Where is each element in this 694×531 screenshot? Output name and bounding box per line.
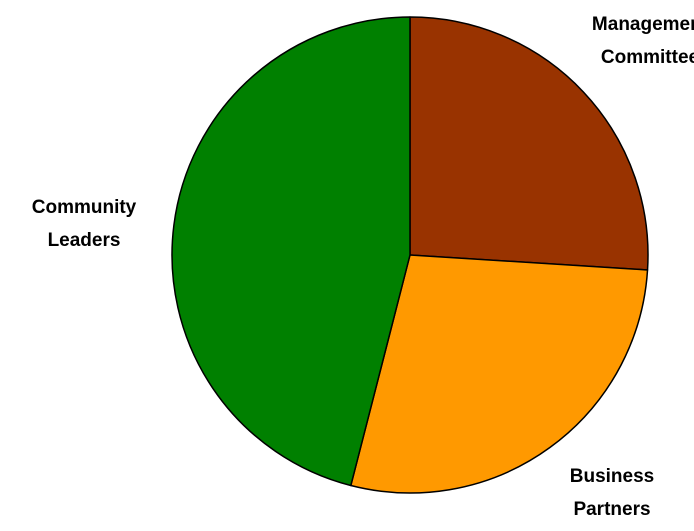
pie-slice-management-committee — [409, 16, 649, 271]
slice-label-community-leaders: Community Leaders — [32, 197, 137, 251]
slice-label-business-partners: Business Partners — [570, 466, 654, 520]
slice-label-management-committee: ManagementCommittee — [592, 14, 694, 68]
pie-slice-community-leaders — [171, 16, 411, 487]
pie-slice-business-partners — [350, 254, 649, 494]
pie-slices — [171, 16, 649, 494]
